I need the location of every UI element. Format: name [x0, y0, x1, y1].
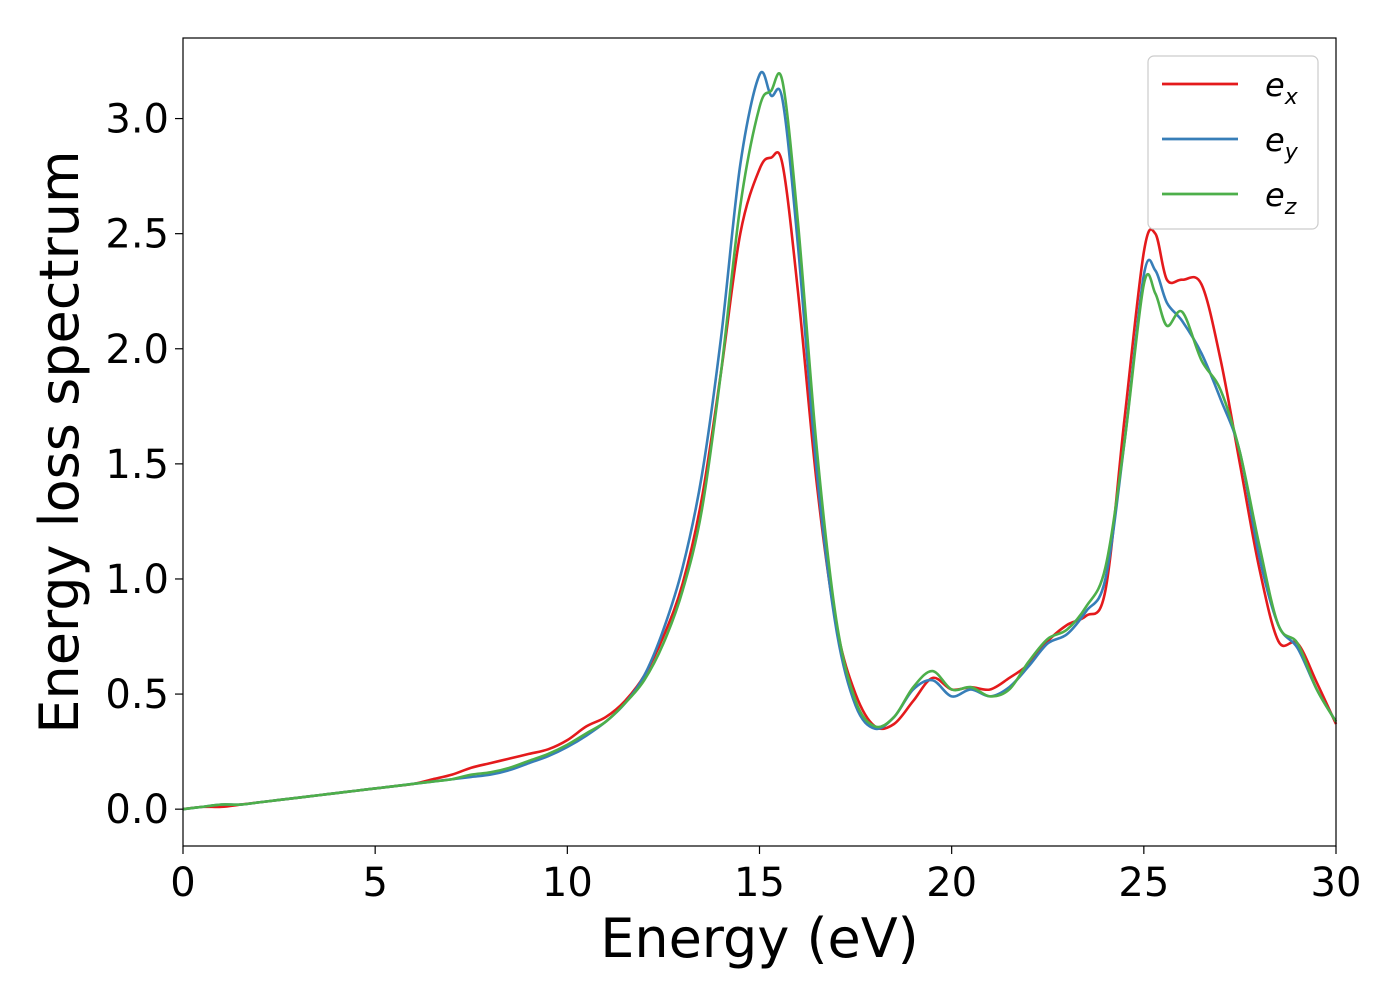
y-tick-label: 1.0	[105, 557, 169, 603]
legend: ex ey ez	[1147, 55, 1319, 230]
legend-box	[1147, 55, 1319, 230]
y-axis-ticks: 0.0 0.5 1.0 1.5 2.0 2.5 3.0	[105, 97, 183, 833]
y-tick-label: 0.5	[105, 672, 169, 718]
y-tick-label: 1.5	[105, 442, 169, 488]
y-tick-label: 2.5	[105, 212, 169, 258]
x-tick-label: 15	[734, 860, 785, 906]
series-line-ez	[182, 72, 1338, 811]
legend-label-ex: ex	[1265, 66, 1299, 110]
x-tick-label: 25	[1118, 860, 1169, 906]
series-layer	[182, 70, 1338, 811]
x-axis-label: Energy (eV)	[600, 907, 919, 970]
x-tick-label: 0	[170, 860, 195, 906]
y-tick-label: 3.0	[105, 97, 169, 143]
y-axis-label: Energy loss spectrum	[28, 150, 91, 733]
x-tick-label: 10	[542, 860, 593, 906]
y-tick-label: 2.0	[105, 327, 169, 373]
x-tick-label: 30	[1311, 860, 1362, 906]
x-tick-label: 5	[362, 860, 387, 906]
legend-label-ey: ey	[1265, 121, 1299, 165]
legend-label-ez: ez	[1265, 176, 1297, 220]
y-tick-label: 0.0	[105, 787, 169, 833]
x-axis-ticks: 0 5 10 15 20 25 30	[170, 846, 1361, 906]
x-tick-label: 20	[926, 860, 977, 906]
